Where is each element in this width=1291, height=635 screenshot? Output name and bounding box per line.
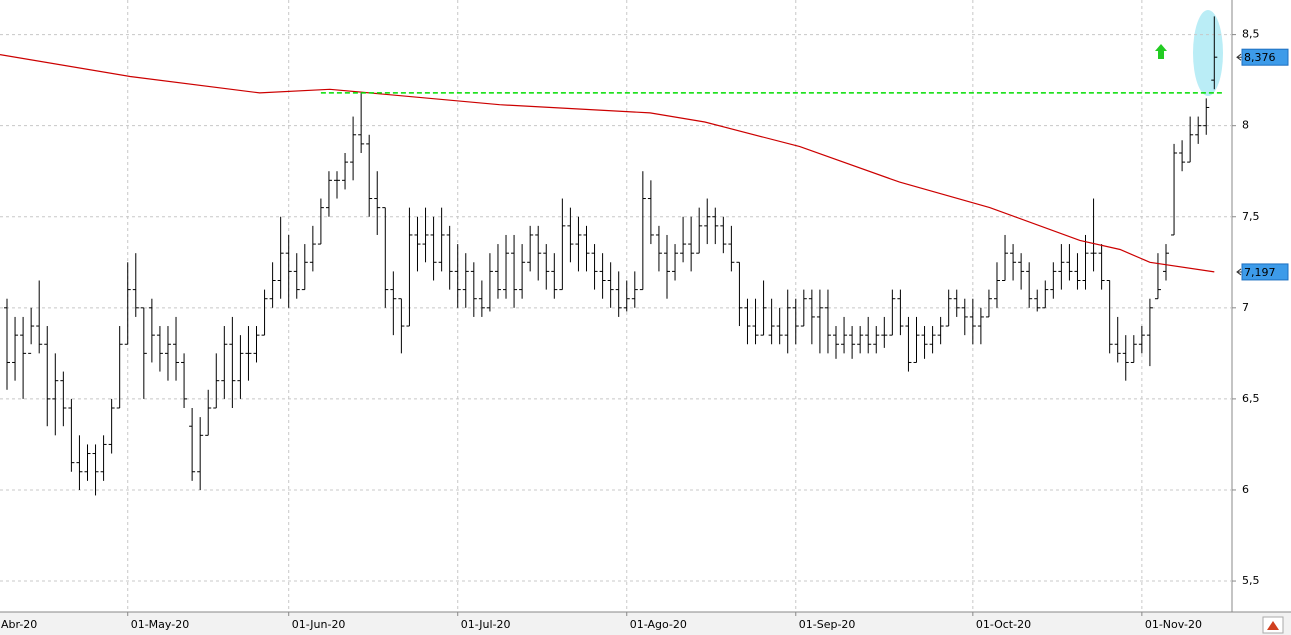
price-pointer [1236, 268, 1242, 276]
x-tick-label: 01-May-20 [131, 618, 189, 631]
x-tick-label: 01-Jul-20 [461, 618, 511, 631]
y-tick-label: 6,5 [1242, 392, 1260, 405]
x-tick-label: 01-Ago-20 [630, 618, 687, 631]
y-tick-label: 6 [1242, 483, 1249, 496]
price-label-box [1241, 263, 1289, 281]
corner-icon-glyph [1267, 621, 1279, 630]
y-tick-label: 8,5 [1242, 28, 1260, 41]
highlight-ellipse [1193, 10, 1223, 96]
price-label: 8,376 [1244, 51, 1276, 64]
x-tick-label: Abr-20 [1, 618, 37, 631]
price-pointer [1236, 53, 1242, 61]
y-tick-label: 5,5 [1242, 574, 1260, 587]
x-tick-label: 01-Jun-20 [292, 618, 346, 631]
x-tick-label: 01-Oct-20 [976, 618, 1031, 631]
x-tick-label: 01-Sep-20 [799, 618, 856, 631]
up-arrow [1155, 44, 1167, 59]
moving-average [0, 54, 1215, 273]
x-tick-label: 01-Nov-20 [1145, 618, 1202, 631]
price-label: 7,197 [1244, 266, 1276, 279]
y-tick-label: 7 [1242, 301, 1249, 314]
marks [0, 16, 1222, 496]
price-label-box [1241, 48, 1289, 66]
y-tick-label: 7,5 [1242, 210, 1260, 223]
y-tick-label: 8 [1242, 119, 1249, 132]
x-axis-strip [0, 612, 1291, 635]
